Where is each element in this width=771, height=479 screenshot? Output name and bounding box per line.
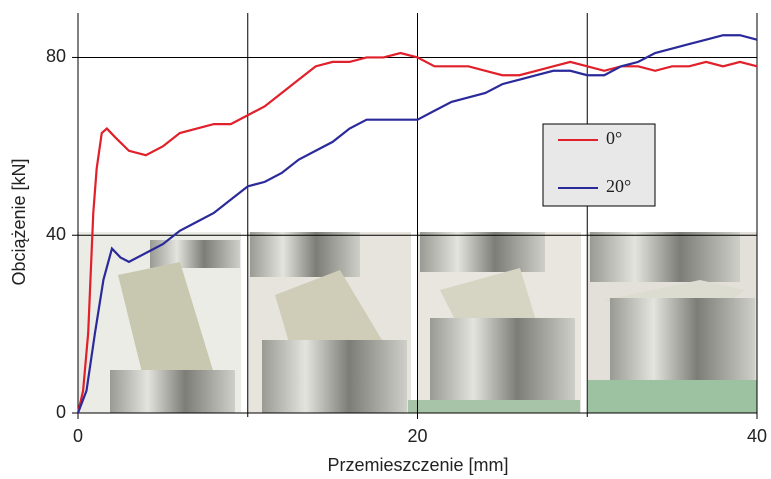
legend-label: 0° <box>606 128 622 148</box>
y-tick-label: 80 <box>46 46 66 66</box>
y-tick-label: 40 <box>46 224 66 244</box>
chart: Przemieszczenie [mm] Obciążenie [kN] 0 40… <box>0 0 771 479</box>
x-axis-label: Przemieszczenie [mm] <box>327 455 508 475</box>
x-tick-label: 40 <box>747 426 767 446</box>
legend-label: 20° <box>606 176 631 196</box>
x-tick-label: 0 <box>73 426 83 446</box>
y-tick-label: 0 <box>56 402 66 422</box>
y-axis-label: Obciążenie [kN] <box>9 158 29 285</box>
x-tick-label: 20 <box>407 426 427 446</box>
legend-box <box>543 124 655 206</box>
